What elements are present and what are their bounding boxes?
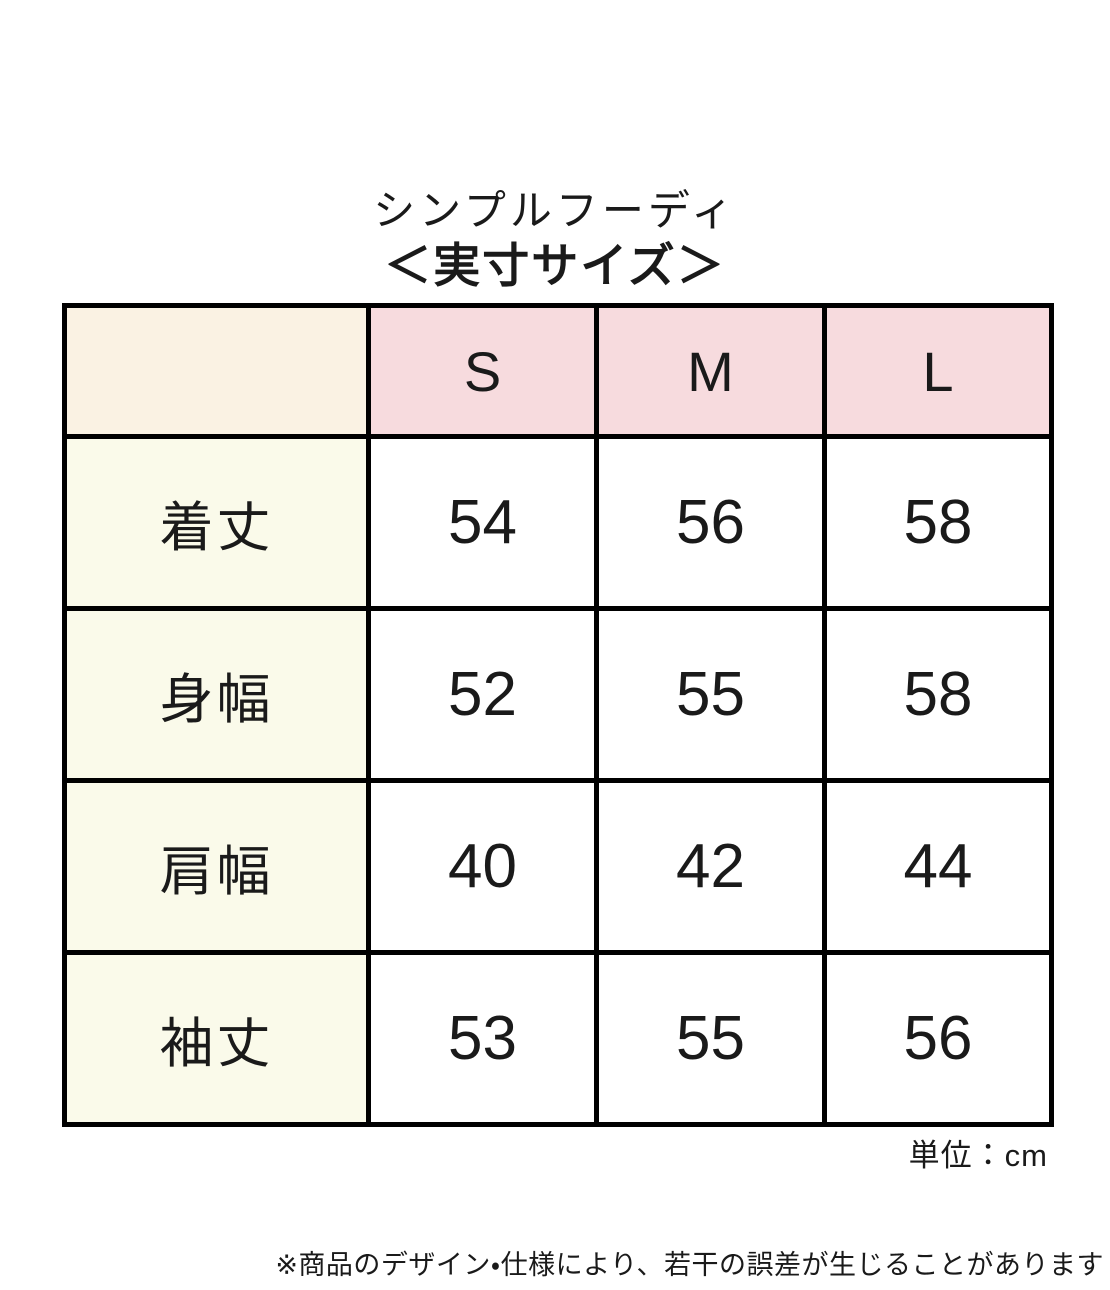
value-cell: 52 [366, 606, 599, 783]
row-label-shoulder-width: 肩幅 [62, 778, 371, 955]
value-cell: 58 [822, 606, 1054, 783]
table-row: 着丈 54 56 58 [62, 434, 1054, 611]
size-table: S M L 着丈 54 56 58 身幅 52 55 58 肩幅 40 42 [62, 303, 1054, 1127]
col-header-m: M [594, 303, 827, 439]
corner-cell [62, 303, 371, 439]
table-row: 身幅 52 55 58 [62, 606, 1054, 783]
col-header-s: S [366, 303, 599, 439]
table-header-row: S M L [62, 303, 1054, 439]
row-label-body-width: 身幅 [62, 606, 371, 783]
disclaimer-note: ※商品のデザイン・仕様により、若干の誤差が生じることがあります [275, 1250, 1104, 1280]
value-cell: 58 [822, 434, 1054, 611]
value-cell: 54 [366, 434, 599, 611]
col-header-l: L [822, 303, 1054, 439]
value-cell: 55 [594, 950, 827, 1127]
value-cell: 55 [594, 606, 827, 783]
page-subtitle: ＜実寸サイズ＞ [384, 239, 726, 293]
row-label-sleeve-length: 袖丈 [62, 950, 371, 1127]
value-cell: 53 [366, 950, 599, 1127]
page-title: シンプルフーディ [373, 187, 737, 234]
row-label-body-length: 着丈 [62, 434, 371, 611]
value-cell: 56 [594, 434, 827, 611]
table-row: 袖丈 53 55 56 [62, 950, 1054, 1127]
value-cell: 44 [822, 778, 1054, 955]
value-cell: 40 [366, 778, 599, 955]
unit-note: 単位：cm [908, 1138, 1048, 1173]
title-block: シンプルフーディ ＜実寸サイズ＞ [0, 186, 1110, 295]
value-cell: 42 [594, 778, 827, 955]
value-cell: 56 [822, 950, 1054, 1127]
table-row: 肩幅 40 42 44 [62, 778, 1054, 955]
